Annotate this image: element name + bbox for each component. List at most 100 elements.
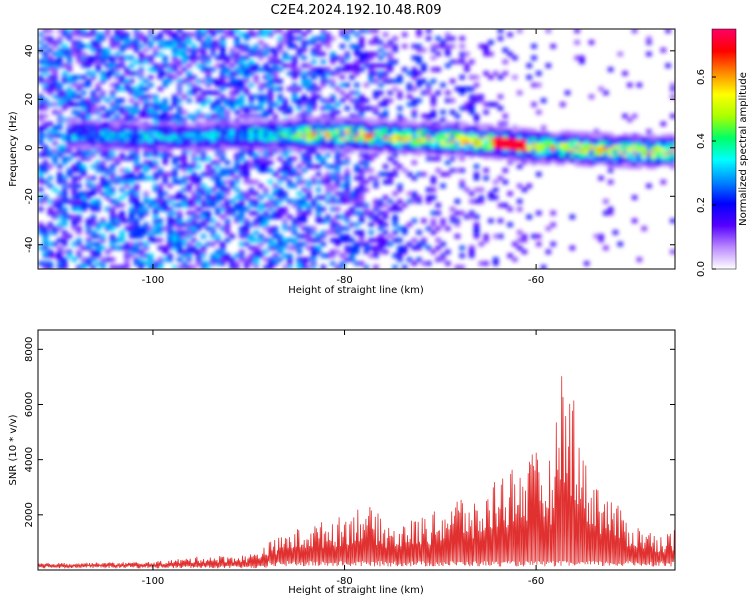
heatmap-cell bbox=[368, 75, 374, 80]
heatmap-cell bbox=[229, 261, 235, 266]
heatmap-cell bbox=[282, 128, 288, 132]
heatmap-cell bbox=[392, 127, 398, 132]
heatmap-cell bbox=[564, 150, 571, 155]
heatmap-cell bbox=[71, 137, 77, 141]
heatmap-cell bbox=[430, 109, 437, 115]
heatmap-cell bbox=[100, 237, 106, 243]
heatmap-cell bbox=[234, 117, 240, 123]
heatmap-cell bbox=[488, 129, 494, 134]
heatmap-cell bbox=[176, 265, 183, 269]
heatmap-cell bbox=[253, 257, 259, 262]
heatmap-cell bbox=[176, 86, 183, 92]
heatmap-cell bbox=[631, 139, 638, 144]
heatmap-cell bbox=[334, 164, 341, 169]
heatmap-cell bbox=[239, 148, 245, 154]
heatmap-cell bbox=[315, 134, 322, 138]
heatmap-cell bbox=[378, 144, 384, 149]
heatmap-cell bbox=[631, 151, 638, 155]
heatmap-cell bbox=[239, 71, 245, 76]
heatmap-cell bbox=[181, 59, 188, 65]
heatmap-cell bbox=[81, 29, 87, 33]
heatmap-cell bbox=[440, 253, 446, 258]
heatmap-cell bbox=[95, 234, 101, 239]
heatmap-cell bbox=[555, 161, 561, 166]
heatmap-cell bbox=[402, 140, 408, 144]
heatmap-cell bbox=[397, 148, 403, 153]
heatmap-cell bbox=[176, 195, 183, 200]
heatmap-cell bbox=[358, 210, 365, 216]
heatmap-cell bbox=[373, 94, 379, 99]
heatmap-cell bbox=[129, 222, 135, 227]
heatmap-cell bbox=[224, 191, 231, 196]
heatmap-cell bbox=[277, 122, 283, 127]
heatmap-cell bbox=[282, 131, 288, 135]
heatmap-cell bbox=[406, 191, 413, 196]
spectrogram-x-axis: -100 -80 -60 bbox=[142, 29, 544, 286]
heatmap-cell bbox=[234, 44, 240, 49]
heatmap-cell bbox=[172, 222, 178, 227]
heatmap-cell bbox=[425, 36, 432, 41]
heatmap-cell bbox=[119, 123, 125, 128]
heatmap-cell bbox=[406, 82, 413, 88]
heatmap-cell bbox=[205, 71, 212, 76]
heatmap-cell bbox=[378, 237, 384, 243]
heatmap-cell bbox=[186, 47, 192, 53]
heatmap-cell bbox=[531, 148, 537, 153]
heatmap-cell bbox=[330, 183, 336, 189]
heatmap-cell bbox=[109, 126, 116, 131]
heatmap-cell bbox=[239, 47, 245, 53]
heatmap-cell bbox=[330, 237, 336, 243]
heatmap-cell bbox=[234, 146, 240, 150]
heatmap-cell bbox=[105, 152, 111, 158]
heatmap-cell bbox=[133, 94, 140, 99]
heatmap-cell bbox=[95, 109, 101, 115]
heatmap-cell bbox=[296, 145, 303, 150]
heatmap-cell bbox=[373, 253, 379, 258]
heatmap-cell bbox=[152, 130, 159, 135]
heatmap-cell bbox=[148, 40, 154, 45]
heatmap-cell bbox=[473, 82, 480, 88]
heatmap-cell bbox=[109, 234, 116, 239]
heatmap-cell bbox=[454, 265, 461, 269]
heatmap-cell bbox=[368, 126, 374, 131]
heatmap-cell bbox=[210, 261, 216, 266]
heatmap-cell bbox=[416, 143, 422, 148]
heatmap-cell bbox=[277, 175, 283, 181]
heatmap-cell bbox=[157, 230, 164, 235]
heatmap-cell bbox=[301, 168, 307, 173]
heatmap-cell bbox=[425, 152, 432, 157]
heatmap-cell bbox=[152, 214, 159, 220]
heatmap-cell bbox=[267, 119, 274, 124]
heatmap-cell bbox=[555, 150, 561, 154]
heatmap-cell bbox=[196, 138, 202, 142]
heatmap-cell bbox=[354, 203, 360, 208]
heatmap-cell bbox=[531, 102, 537, 107]
heatmap-cell bbox=[253, 160, 259, 165]
heatmap-cell bbox=[406, 199, 413, 204]
heatmap-cell bbox=[172, 141, 178, 146]
heatmap-cell bbox=[200, 32, 207, 37]
heatmap-cell bbox=[483, 155, 489, 160]
heatmap-cell bbox=[143, 147, 149, 152]
heatmap-cell bbox=[569, 159, 576, 164]
heatmap-cell bbox=[445, 136, 451, 140]
heatmap-cell bbox=[454, 133, 461, 138]
heatmap-cell bbox=[176, 237, 183, 243]
heatmap-cell bbox=[57, 203, 63, 208]
heatmap-cell bbox=[42, 125, 49, 130]
heatmap-cell bbox=[536, 155, 542, 159]
heatmap-cell bbox=[296, 137, 303, 141]
heatmap-cell bbox=[220, 126, 226, 130]
heatmap-cell bbox=[349, 67, 355, 72]
heatmap-cell bbox=[76, 134, 82, 138]
heatmap-cell bbox=[243, 234, 250, 239]
heatmap-cell bbox=[181, 175, 188, 181]
heatmap-cell bbox=[320, 125, 326, 129]
heatmap-cell bbox=[71, 226, 77, 231]
heatmap-cell bbox=[440, 139, 446, 143]
heatmap-cell bbox=[425, 86, 432, 92]
heatmap-cell bbox=[516, 147, 523, 151]
heatmap-cell bbox=[263, 51, 269, 57]
heatmap-cell bbox=[655, 154, 662, 158]
heatmap-cell bbox=[191, 152, 197, 158]
